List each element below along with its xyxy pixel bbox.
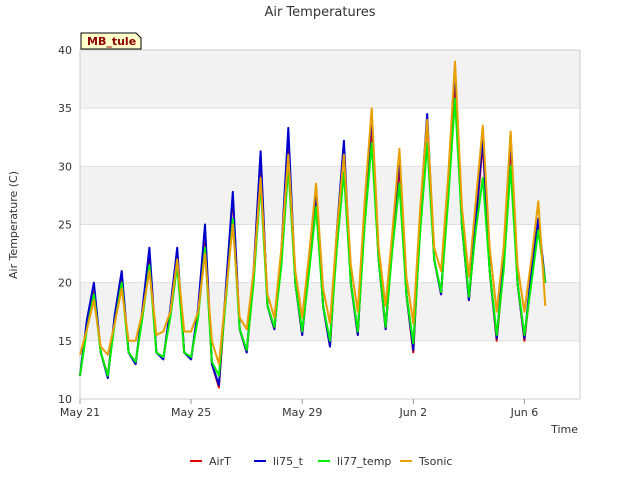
plot-frame [79, 49, 581, 400]
series-line-li77-temp [79, 97, 547, 377]
y-tick-label: 30 [58, 160, 72, 173]
y-tick-label: 40 [58, 44, 72, 57]
x-axis-ticks: May 21 May 25 May 29 Jun 2 Jun 6 [60, 399, 538, 419]
x-tick-label: May 21 [60, 406, 100, 419]
series-lines [79, 60, 547, 389]
grid-bands [80, 50, 580, 341]
x-tick-label: Jun 6 [510, 406, 539, 419]
annotation-label: MB_tule [87, 35, 136, 48]
y-tick-label: 25 [58, 219, 72, 232]
grid-band [80, 166, 580, 225]
x-tick-label: May 29 [282, 406, 322, 419]
x-axis-label: Time [550, 423, 578, 436]
annotation-tag: MB_tule [80, 32, 142, 50]
x-tick-label: Jun 2 [398, 406, 427, 419]
y-axis-label: Air Temperature (C) [7, 171, 20, 279]
legend-entry: AirT [209, 455, 231, 468]
legend-entry: li77_temp [337, 455, 391, 468]
legend: AirT li75_t li77_temp Tsonic [190, 455, 452, 468]
chart-title: Air Temperatures [264, 5, 375, 20]
grid-band [80, 50, 580, 109]
y-tick-label: 35 [58, 102, 72, 115]
y-tick-label: 10 [58, 393, 72, 406]
y-tick-label: 15 [58, 335, 72, 348]
series-line-tsonic [79, 60, 547, 366]
x-tick-label: May 25 [171, 406, 211, 419]
legend-entry: Tsonic [418, 455, 452, 468]
y-tick-label: 20 [58, 277, 72, 290]
y-axis-ticks: 10 15 20 25 30 35 40 [58, 44, 72, 406]
legend-entry: li75_t [273, 455, 304, 468]
